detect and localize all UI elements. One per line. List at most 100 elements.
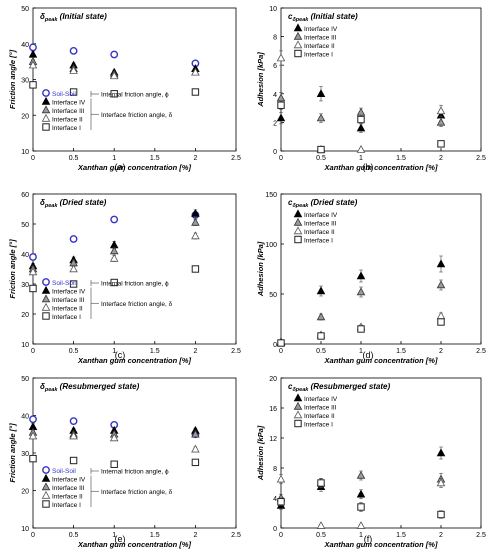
panel-f-point-interface-ii: [436, 478, 446, 487]
panel-b-letter: (b): [363, 162, 374, 172]
panel-a-legend-marker: [42, 89, 50, 97]
panel-c-ytick-label: 60: [21, 192, 29, 199]
panel-a-point-interface-ii: [191, 67, 200, 76]
panel-a-xtick-label: 1.5: [150, 155, 160, 162]
panel-e-xtick-label: 2.5: [231, 532, 241, 539]
panel-a-legend-label: Interface I: [52, 125, 81, 132]
panel-d-title: cδpeak (Dried state): [288, 198, 358, 209]
panel-a-ytick-label: 40: [21, 42, 29, 49]
panel-e-y-axis-label: Friction angle [°]: [8, 423, 17, 483]
panel-c-letter: (c): [115, 350, 126, 360]
panel-d: 0 50 100 150 0 0.5 1 1.5 2 2.5 Xanthan gum concent…: [256, 192, 486, 365]
panel-a-point-interface-ii: [109, 71, 119, 80]
panel-d-point-interface-i: [317, 332, 325, 340]
panel-d-title-symbol: c: [288, 198, 293, 207]
panel-d-ytick-label: 0: [273, 342, 277, 349]
panel-e-legend-marker: [41, 482, 51, 491]
panel-e-xtick-label: 0: [31, 532, 35, 539]
panel-c-title-subscript: peak: [44, 203, 58, 209]
panel-e-legend-label: Interface IV: [52, 477, 86, 484]
panel-e: 10 20 30 40 50 0 0.5 1 1.5 2 2.5 Xanthan gum concen…: [8, 376, 241, 549]
panel-c-series-interface-i: [29, 265, 200, 293]
panel-c-xtick-label: 2.5: [231, 348, 241, 355]
panel-a-point-soil-soil: [29, 43, 37, 52]
panel-c-series-interface-ii: [28, 231, 200, 276]
panel-b-ytick-label: 6: [273, 63, 277, 70]
panel-b-legend-marker: [293, 40, 303, 49]
panel-f-point-interface-ii: [356, 521, 366, 529]
panel-f-point-interface-i: [437, 510, 445, 519]
panel-a-ytick-label: 20: [21, 113, 29, 120]
panel-d-point-interface-iv: [316, 286, 326, 295]
panel-c-point-soil-soil: [29, 253, 37, 261]
panel-a-title-text: (Initial state): [57, 12, 107, 21]
panel-e-title-symbol: δ: [40, 382, 45, 391]
panel-e-point-interface-i: [191, 458, 200, 467]
panel-f-point-interface-i: [357, 503, 365, 511]
panel-f-ytick-label: 4: [273, 496, 277, 503]
panel-a-xtick-label: 2.5: [231, 155, 241, 162]
panel-b-point-interface-iii: [276, 93, 286, 102]
panel-f-title-symbol: c: [288, 382, 293, 391]
panel-e-legend-marker: [42, 466, 50, 474]
panel-e-ytick-label: 40: [21, 414, 29, 421]
panel-b-title-symbol: c: [288, 12, 293, 21]
panel-f-point-interface-ii: [276, 474, 286, 483]
panel-e-legend-marker: [41, 490, 51, 499]
panel-d-point-interface-i: [357, 325, 365, 333]
panel-b-title-text: (Initial state): [308, 12, 358, 21]
panel-f-legend-marker: [294, 419, 302, 428]
panel-c-bracket-internal-label: Internal friction angle, ϕ: [101, 281, 169, 288]
panel-d-point-interface-i: [277, 339, 285, 347]
panel-b-plot-frame: [280, 7, 482, 152]
panel-c-point-interface-iii: [109, 246, 119, 255]
panel-b-xtick-label: 0.5: [316, 155, 326, 162]
panel-e-xtick-label: 1: [112, 532, 116, 539]
panel-f-title: cδpeak (Resubmerged state): [288, 382, 390, 393]
panel-d-y-axis-label: Adhesion [kPa]: [256, 241, 265, 297]
panel-a-legend-label: Interface II: [52, 117, 83, 124]
panel-a-bracket-internal-label: Internal friction angle, ϕ: [101, 92, 169, 99]
panel-e-bracket-interface-label: Interface friction angle, δ: [101, 489, 173, 496]
panel-c-xtick-label: 2: [193, 348, 197, 355]
panel-d-ytick-label: 50: [269, 292, 277, 299]
panel-a-point-interface-i: [69, 88, 78, 96]
panel-c-legend-label: Soil-Soil: [52, 280, 76, 287]
panel-b-point-interface-i: [317, 145, 325, 154]
panel-b-point-interface-iv: [276, 113, 286, 122]
panel-b-point-interface-iii: [316, 113, 326, 122]
panel-a: 10 20 30 40 50 0 0.5 1 1.5 2 2.5 Xanthan gum concen…: [8, 6, 241, 172]
panel-a-ytick-label: 50: [21, 6, 29, 13]
panel-c-ytick-label: 20: [21, 312, 29, 319]
panel-a-legend-marker: [41, 96, 51, 105]
panel-a-ytick-label: 30: [21, 78, 29, 85]
panel-d-xtick-label: 1: [359, 348, 363, 355]
panel-c-point-interface-ii: [191, 231, 200, 240]
panel-e-point-interface-i: [69, 456, 78, 465]
panel-b-title: cδpeak (Initial state): [288, 12, 358, 23]
panel-a-point-interface-iv: [28, 49, 38, 58]
panel-f-legend-label: Interface III: [304, 405, 337, 412]
panel-e-point-interface-iii: [191, 429, 200, 438]
panel-b-ytick-label: 8: [273, 35, 277, 42]
panel-a-x-axis-label: Xanthan gum concentration [%]: [77, 163, 191, 172]
panel-c-xtick-label: 1.5: [150, 348, 160, 355]
panel-c-title-symbol: δ: [40, 198, 45, 207]
panel-a-series-interface-i: [29, 81, 200, 98]
panel-d-title-text: (Dried state): [308, 198, 357, 207]
panel-d-legend-marker: [293, 217, 303, 226]
panel-c-legend-label: Interface IV: [52, 289, 86, 296]
panel-e-title: δpeak (Resubmerged state): [40, 382, 140, 393]
panel-e-ytick-label: 20: [21, 489, 29, 496]
panel-b-series-interface-i: [277, 100, 445, 154]
panel-c-ytick-label: 40: [21, 252, 29, 259]
panel-d-title-subscript: δpeak: [292, 203, 309, 209]
panel-d-point-interface-iv: [436, 259, 446, 268]
panel-b-point-interface-ii: [276, 53, 286, 62]
panel-a-point-interface-i: [29, 81, 37, 89]
panel-c-point-soil-soil: [69, 235, 78, 243]
